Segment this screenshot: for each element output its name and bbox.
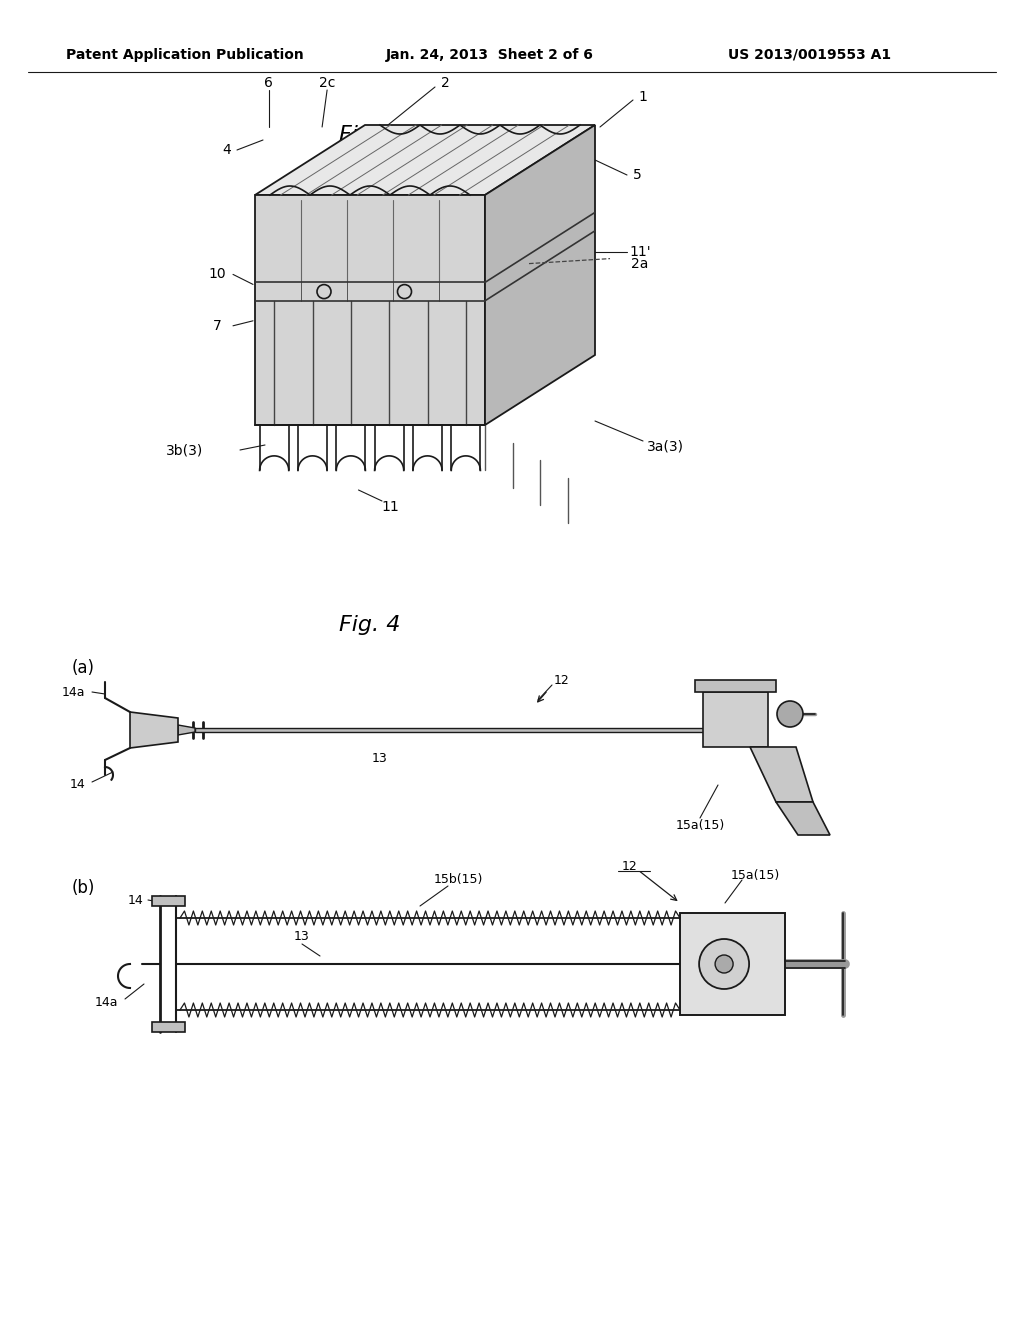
Text: Patent Application Publication: Patent Application Publication [67, 48, 304, 62]
Circle shape [699, 939, 750, 989]
Text: 4: 4 [222, 143, 231, 157]
Polygon shape [152, 896, 185, 906]
Text: 15a(15): 15a(15) [676, 818, 725, 832]
Text: 3b(3): 3b(3) [166, 444, 203, 457]
Text: 10: 10 [208, 268, 226, 281]
Text: 2c: 2c [318, 77, 335, 90]
Text: Fig. 4: Fig. 4 [339, 615, 400, 635]
Text: 11: 11 [381, 500, 399, 513]
Text: (a): (a) [72, 659, 95, 677]
Text: 14: 14 [127, 894, 143, 907]
Text: 12: 12 [554, 673, 570, 686]
Text: 14a: 14a [94, 995, 118, 1008]
Polygon shape [680, 913, 785, 1015]
Polygon shape [703, 692, 768, 747]
Text: 13: 13 [372, 751, 388, 764]
Polygon shape [255, 195, 485, 425]
Polygon shape [178, 725, 195, 735]
Text: 13: 13 [294, 929, 310, 942]
Text: 7: 7 [213, 319, 221, 333]
Text: (b): (b) [72, 879, 95, 898]
Text: US 2013/0019553 A1: US 2013/0019553 A1 [728, 48, 892, 62]
Text: 6: 6 [264, 77, 273, 90]
Polygon shape [195, 729, 710, 733]
Text: 12: 12 [623, 859, 638, 873]
Text: 3a(3): 3a(3) [647, 440, 684, 453]
Text: 15a(15): 15a(15) [730, 870, 779, 883]
Polygon shape [750, 747, 813, 803]
Text: 5: 5 [633, 168, 641, 182]
Circle shape [777, 701, 803, 727]
Text: 15b(15): 15b(15) [433, 874, 482, 887]
Polygon shape [152, 1022, 185, 1032]
Text: 14a: 14a [61, 685, 85, 698]
Polygon shape [130, 711, 178, 748]
Polygon shape [485, 125, 595, 425]
Text: Fig. 3: Fig. 3 [339, 125, 400, 145]
Text: 1: 1 [639, 90, 647, 104]
Polygon shape [255, 125, 595, 195]
Polygon shape [695, 680, 776, 692]
Text: 2: 2 [440, 77, 450, 90]
Polygon shape [776, 803, 830, 836]
Text: 14: 14 [70, 779, 85, 792]
Text: Jan. 24, 2013  Sheet 2 of 6: Jan. 24, 2013 Sheet 2 of 6 [386, 48, 594, 62]
Circle shape [715, 954, 733, 973]
Text: 2a: 2a [632, 256, 648, 271]
Text: 11': 11' [629, 244, 651, 259]
